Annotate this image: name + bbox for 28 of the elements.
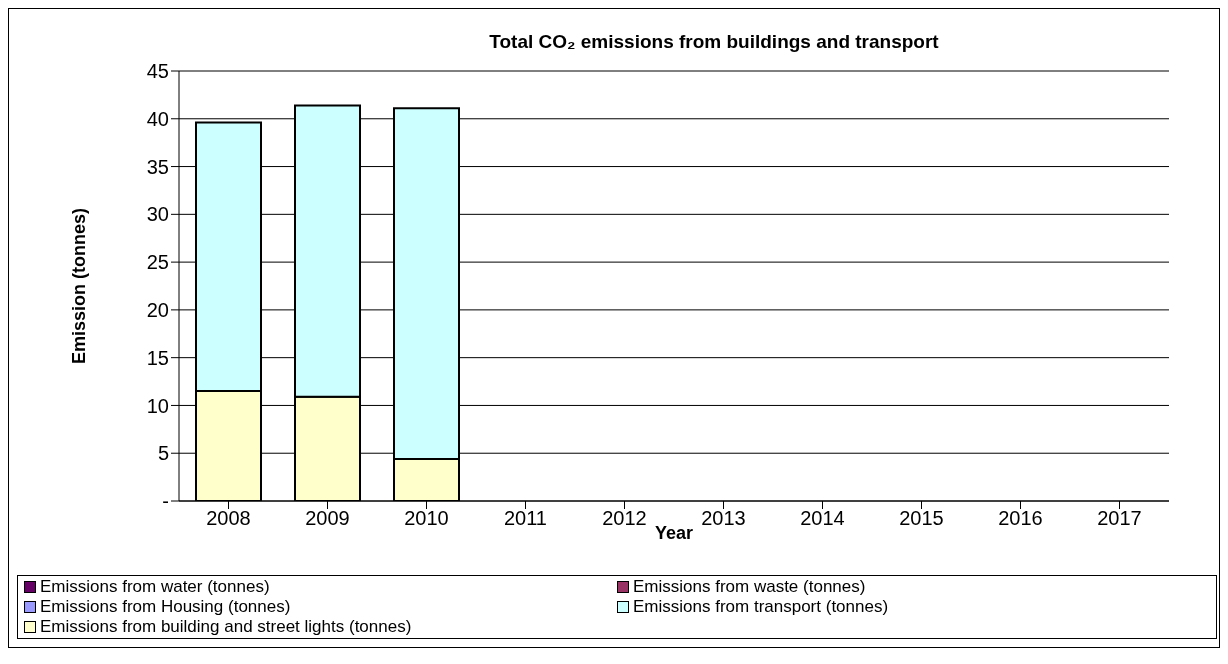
y-tick-label: 25 (146, 251, 169, 274)
x-tick-label: 2016 (998, 507, 1043, 530)
x-tick-label: 2012 (602, 507, 647, 530)
y-tick-label: 30 (146, 203, 169, 226)
x-tick-label: 2017 (1097, 507, 1142, 530)
x-tick-label: 2008 (206, 507, 251, 530)
x-axis-title: Year (654, 523, 694, 543)
y-tick-label: - (162, 490, 169, 513)
y-tick-label: 45 (146, 60, 169, 83)
x-tick-label: 2014 (800, 507, 845, 530)
y-tick-label: 40 (146, 107, 169, 130)
y-tick-label: 5 (157, 442, 169, 465)
x-tick-label: 2011 (503, 507, 548, 530)
legend-label: Emissions from building and street lights (tonnes) (40, 617, 412, 637)
legend-label: Emissions from Housing (tonnes) (40, 597, 291, 617)
y-tick-label: 15 (146, 346, 169, 369)
y-axis-title: Emission (tonnes) (69, 207, 90, 365)
x-tick-label: 2013 (701, 507, 746, 530)
legend-label: Emissions from waste (tonnes) (633, 577, 866, 597)
legend-label: Emissions from transport (tonnes) (633, 597, 889, 617)
x-tick-label: 2009 (305, 507, 350, 530)
y-tick-label: 10 (146, 394, 169, 417)
chart-title: Total CO₂ emissions from buildings and transport (488, 31, 940, 54)
y-tick-label: 20 (146, 298, 169, 321)
x-tick-label: 2010 (404, 507, 449, 530)
legend-label: Emissions from water (tonnes) (40, 577, 270, 597)
x-tick-label: 2015 (899, 507, 944, 530)
y-tick-label: 35 (146, 155, 169, 178)
